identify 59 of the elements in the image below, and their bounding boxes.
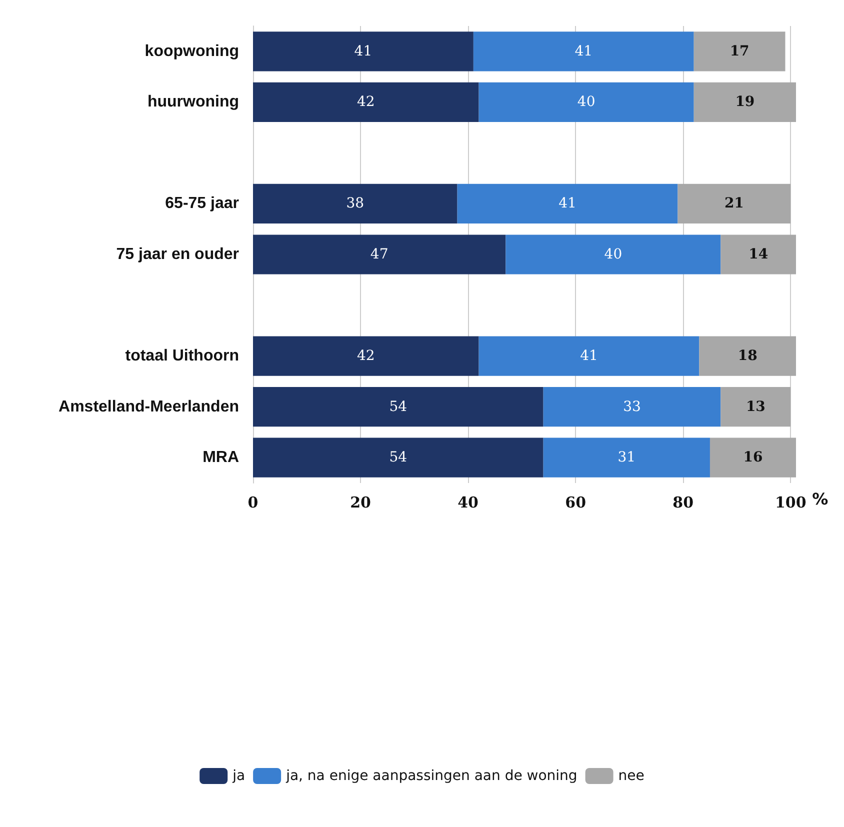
data-label: 40 xyxy=(577,94,596,110)
bar xyxy=(543,387,721,427)
bar xyxy=(720,234,796,274)
x-axis-title: % xyxy=(812,490,828,508)
data-label: 21 xyxy=(724,196,744,212)
legend-label: ja, na enige aanpassingen aan de woning xyxy=(285,768,578,784)
data-label: 41 xyxy=(558,196,576,212)
y-tick-label: MRA xyxy=(202,449,240,466)
data-label: 41 xyxy=(580,348,598,364)
data-label: 13 xyxy=(746,398,766,415)
data-label: 14 xyxy=(748,246,768,262)
data-label: 42 xyxy=(356,348,375,364)
data-label: 33 xyxy=(623,398,641,415)
bar xyxy=(678,184,791,224)
data-label: 41 xyxy=(574,43,593,60)
legend-label: ja xyxy=(232,768,246,784)
data-label: 54 xyxy=(389,450,408,466)
y-tick-label: huurwoning xyxy=(147,94,239,111)
data-label: 38 xyxy=(346,196,364,212)
bar xyxy=(457,184,678,224)
bar xyxy=(253,438,544,478)
bar xyxy=(543,438,710,478)
bar xyxy=(694,32,786,72)
bar xyxy=(253,32,474,72)
data-label: 41 xyxy=(354,43,372,60)
data-label: 54 xyxy=(389,398,408,415)
x-tick-label: 100 xyxy=(774,494,806,512)
data-label: 18 xyxy=(738,348,758,364)
bar xyxy=(720,387,791,427)
bar xyxy=(253,336,479,376)
y-tick-label: totaal Uithoorn xyxy=(125,348,239,365)
data-label: 42 xyxy=(356,94,375,110)
x-tick-label: 20 xyxy=(350,494,371,512)
data-label: 17 xyxy=(730,43,750,60)
x-tick-label: 60 xyxy=(565,494,586,512)
bar xyxy=(699,336,796,376)
data-label: 31 xyxy=(618,450,636,466)
bar xyxy=(253,387,544,427)
legend-label: nee xyxy=(618,768,644,784)
bar xyxy=(253,82,479,122)
data-label: 19 xyxy=(735,94,755,110)
bar xyxy=(478,82,694,122)
data-label: 16 xyxy=(743,450,763,466)
bar xyxy=(253,234,506,274)
x-tick-label: 80 xyxy=(672,494,694,512)
bar xyxy=(473,32,694,72)
bar xyxy=(694,82,796,122)
bar xyxy=(253,184,458,224)
y-tick-label: koopwoning xyxy=(144,42,239,60)
x-tick-label: 40 xyxy=(458,494,478,512)
data-label: 47 xyxy=(370,246,388,262)
data-label: 40 xyxy=(604,246,622,262)
bar xyxy=(710,438,796,478)
y-tick-label: Amstelland-Meerlanden xyxy=(58,398,239,416)
bar xyxy=(506,234,721,274)
y-tick-label: 65-75 jaar xyxy=(165,195,239,212)
bar xyxy=(478,336,700,376)
y-tick-label: 75 jaar en ouder xyxy=(116,246,239,263)
x-tick-label: 0 xyxy=(248,494,258,512)
